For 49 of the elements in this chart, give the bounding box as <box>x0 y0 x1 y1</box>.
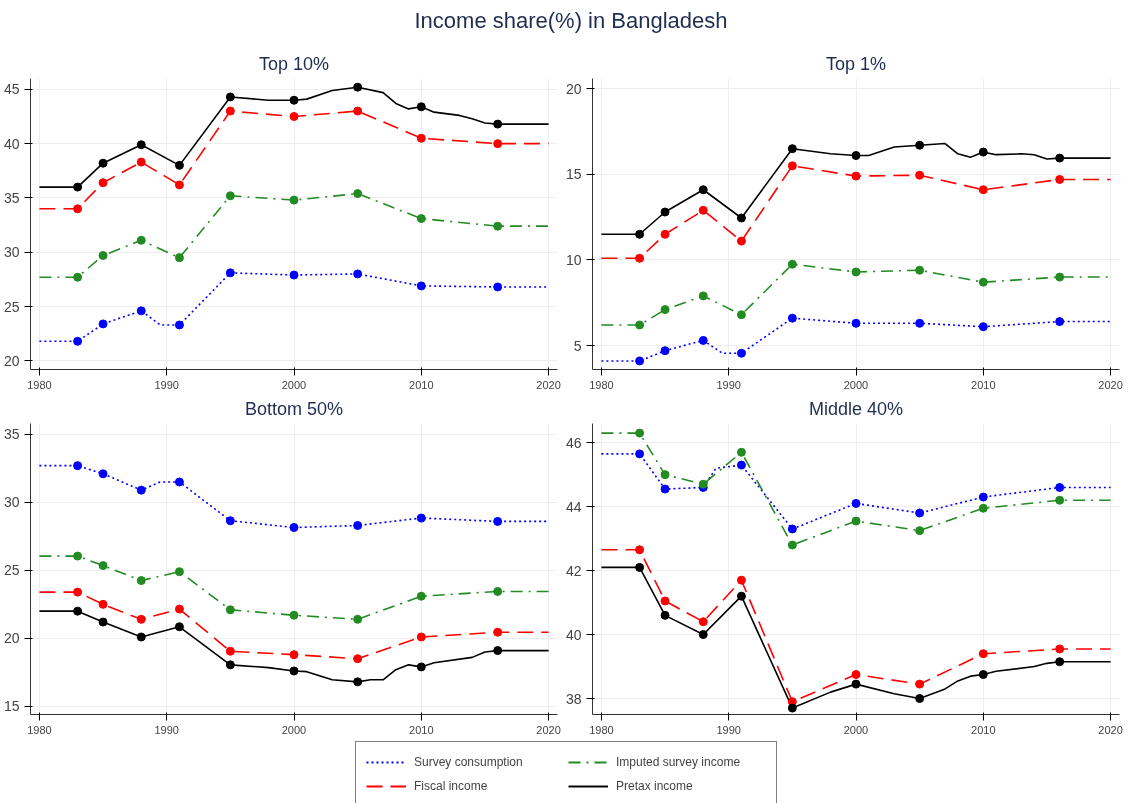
y-tick-label: 46 <box>565 434 582 451</box>
y-tick-label: 45 <box>3 81 20 98</box>
y-tick-label: 5 <box>573 337 582 354</box>
y-tick-label: 44 <box>565 498 582 515</box>
y-tick-label: 35 <box>3 426 20 443</box>
x-tick-label: 2020 <box>1098 378 1123 391</box>
y-tick-label: 40 <box>565 626 582 643</box>
y-tick-label: 40 <box>3 135 20 152</box>
x-tick-label: 2010 <box>971 723 996 736</box>
x-tick-label: 1990 <box>154 723 179 736</box>
x-tick-label: 1990 <box>716 378 741 391</box>
y-tick-label: 10 <box>565 251 582 268</box>
y-tick-label: 38 <box>565 690 582 707</box>
x-tick-label: 1980 <box>589 378 614 391</box>
y-tick-label: 25 <box>3 562 20 579</box>
text: Income share(%) in Bangladesh <box>414 7 728 35</box>
y-tick-label: 15 <box>565 166 582 183</box>
x-tick-label: 2020 <box>1098 723 1123 736</box>
y-tick-label: 20 <box>3 630 20 647</box>
y-tick-label: 42 <box>565 562 582 579</box>
chart-title: Bottom 50% <box>244 398 344 419</box>
y-tick-label: 30 <box>3 244 20 261</box>
chart-title: Top 1% <box>825 53 887 74</box>
x-tick-label: 1990 <box>154 378 179 391</box>
legend-label: Survey consumption <box>414 754 524 769</box>
x-tick-label: 1980 <box>27 723 52 736</box>
legend-label: Imputed survey income <box>616 754 742 769</box>
x-tick-label: 2000 <box>843 723 869 736</box>
x-tick-label: 1980 <box>589 723 614 736</box>
x-tick-label: 2010 <box>971 378 996 391</box>
chart-title: Middle 40% <box>808 398 904 419</box>
x-tick-label: 1980 <box>27 378 52 391</box>
x-tick-label: 2020 <box>536 378 561 391</box>
y-tick-label: 25 <box>3 298 20 315</box>
x-tick-label: 2000 <box>843 378 869 391</box>
y-tick-label: 20 <box>565 80 582 97</box>
x-tick-label: 2010 <box>409 378 434 391</box>
y-tick-label: 35 <box>3 189 20 206</box>
x-tick-label: 2020 <box>536 723 561 736</box>
legend-label: Fiscal income <box>414 778 489 793</box>
chart-title: Top 10% <box>258 53 330 74</box>
x-tick-label: 2000 <box>281 723 307 736</box>
y-tick-label: 15 <box>3 698 20 715</box>
x-tick-label: 2010 <box>409 723 434 736</box>
y-tick-label: 30 <box>3 494 20 511</box>
x-tick-label: 1990 <box>716 723 741 736</box>
legend-label: Pretax income <box>616 778 694 793</box>
y-tick-label: 20 <box>3 352 20 369</box>
x-tick-label: 2000 <box>281 378 307 391</box>
